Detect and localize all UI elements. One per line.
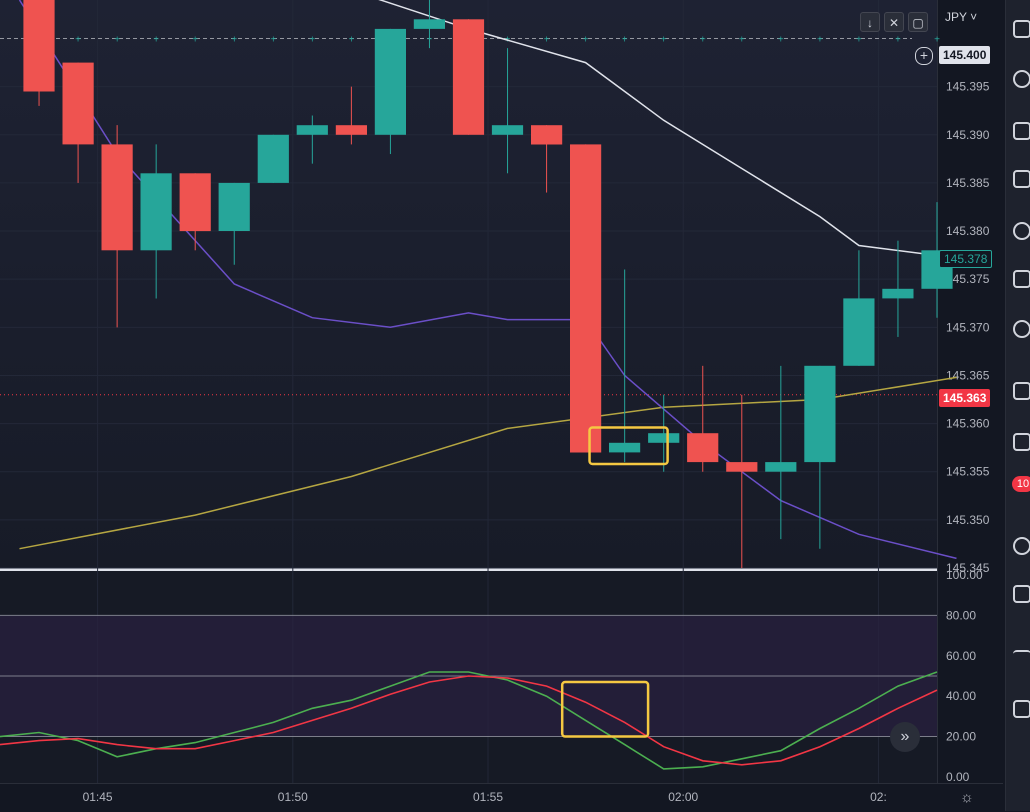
candle-body bbox=[804, 365, 836, 463]
candle-body bbox=[140, 173, 172, 251]
notification-bell-icon[interactable] bbox=[1013, 585, 1030, 603]
chevron-up-icon[interactable] bbox=[1013, 650, 1030, 668]
crosshair-marker: + bbox=[622, 35, 628, 46]
oscillator-tick-label: 80.00 bbox=[946, 608, 976, 622]
pane-separator[interactable] bbox=[0, 568, 1003, 571]
message-icon[interactable] bbox=[1013, 433, 1030, 451]
crosshair-marker: + bbox=[739, 35, 745, 46]
chat-icon[interactable] bbox=[1013, 382, 1030, 400]
candle-body bbox=[179, 173, 211, 232]
candle-body bbox=[62, 62, 94, 145]
current-price-label: 145.378 bbox=[939, 250, 993, 268]
hotlist-icon[interactable] bbox=[1013, 222, 1030, 240]
crosshair-marker: + bbox=[231, 35, 237, 46]
crosshair-marker: + bbox=[544, 35, 550, 46]
scroll-to-realtime-icon[interactable]: » bbox=[890, 722, 920, 752]
time-tick-label: 02: bbox=[870, 790, 887, 804]
crosshair-marker: + bbox=[192, 35, 198, 46]
chevron-down-icon: ˅ bbox=[966, 10, 978, 24]
chart-canvas: 145.395 145.390 145.385 145.380 145.375 145.3… bbox=[0, 0, 990, 804]
gear-icon[interactable]: ☼ bbox=[960, 789, 974, 806]
oscillator-highlight-box bbox=[560, 680, 650, 738]
candle-body bbox=[101, 144, 133, 251]
currency-label: JPY bbox=[945, 10, 967, 24]
price-tick-label: 145.355 bbox=[946, 465, 990, 479]
price-tick-label: 145.370 bbox=[946, 320, 990, 334]
candle-body bbox=[452, 19, 485, 135]
collapse-icon[interactable]: ✕ bbox=[884, 12, 904, 32]
notification-badge: 10 bbox=[1012, 476, 1030, 492]
alert-clock-icon[interactable] bbox=[1013, 70, 1030, 88]
price-tick-label: 145.385 bbox=[946, 176, 990, 190]
price-tick-label: 145.390 bbox=[946, 128, 990, 142]
ma-slow-line bbox=[378, 0, 957, 259]
more-dots-icon[interactable] bbox=[1013, 700, 1030, 718]
time-tick-label: 01:55 bbox=[473, 790, 503, 804]
add-alert-plus-icon[interactable]: + bbox=[915, 47, 933, 65]
candle-body bbox=[726, 462, 758, 472]
crosshair-marker: + bbox=[114, 35, 120, 46]
news-icon[interactable] bbox=[1013, 122, 1030, 140]
candle-body bbox=[296, 125, 328, 135]
candle-body bbox=[413, 19, 445, 29]
price-tick-label: 145.365 bbox=[946, 368, 990, 382]
crosshair-marker: + bbox=[700, 35, 706, 46]
crosshair-marker: + bbox=[856, 35, 862, 46]
oscillator-tick-label: 100.00 bbox=[946, 568, 983, 582]
watchlist-icon[interactable] bbox=[1013, 20, 1030, 38]
candle-body bbox=[531, 125, 563, 145]
candle-body bbox=[687, 433, 719, 463]
data-window-icon[interactable] bbox=[1013, 170, 1030, 188]
oscillator-tick-label: 20.00 bbox=[946, 730, 976, 744]
oscillator-line-d bbox=[0, 675, 938, 766]
marker-price-label: 145.363 bbox=[939, 389, 991, 407]
candle-body bbox=[609, 442, 641, 453]
candle-body bbox=[23, 0, 55, 92]
fullscreen-icon[interactable]: ▢ bbox=[908, 12, 928, 32]
crosshair-marker: + bbox=[661, 35, 667, 46]
oscillator-tick-label: 40.00 bbox=[946, 689, 976, 703]
crosshair-marker: + bbox=[778, 35, 784, 46]
crosshair-marker: + bbox=[817, 35, 823, 46]
price-tick-label: 145.395 bbox=[946, 80, 990, 94]
candle-body bbox=[218, 182, 250, 231]
ideas-bulb-icon[interactable] bbox=[1013, 320, 1030, 338]
crosshair-price-label: 145.400 bbox=[939, 46, 991, 64]
crosshair-marker: + bbox=[348, 35, 354, 46]
candle-body bbox=[257, 134, 289, 183]
price-highlight-box bbox=[588, 426, 669, 466]
crosshair-marker: + bbox=[75, 35, 81, 46]
crosshair-marker: + bbox=[270, 35, 276, 46]
crosshair-marker: + bbox=[153, 35, 159, 46]
candle-body bbox=[843, 298, 875, 366]
price-tick-label: 145.360 bbox=[946, 417, 990, 431]
oscillator-tick-label: 60.00 bbox=[946, 649, 976, 663]
right-toolbar bbox=[1005, 0, 1030, 811]
time-tick-label: 01:50 bbox=[278, 790, 308, 804]
crosshair-marker: + bbox=[934, 35, 940, 46]
arrow-down-icon[interactable]: ↓ bbox=[860, 12, 880, 32]
time-tick-label: 01:45 bbox=[83, 790, 113, 804]
candle-body bbox=[765, 462, 797, 472]
currency-selector[interactable]: JPY ˅ bbox=[945, 10, 977, 24]
broadcast-icon[interactable] bbox=[1013, 537, 1030, 555]
calendar-icon[interactable] bbox=[1013, 270, 1030, 288]
crosshair-marker: + bbox=[895, 35, 901, 46]
price-tick-label: 145.380 bbox=[946, 224, 990, 238]
candle-body bbox=[882, 288, 914, 299]
candle-body bbox=[570, 144, 602, 453]
price-tick-label: 145.350 bbox=[946, 513, 990, 527]
candle-body bbox=[374, 28, 406, 135]
time-axis[interactable] bbox=[0, 783, 1003, 812]
crosshair-marker: + bbox=[583, 35, 589, 46]
time-tick-label: 02:00 bbox=[668, 790, 698, 804]
price-tick-label: 145.345 bbox=[946, 561, 990, 575]
candle-body bbox=[648, 433, 680, 443]
price-tick-label: 145.375 bbox=[946, 272, 990, 286]
oscillator-tick-label: 0.00 bbox=[946, 770, 970, 784]
crosshair-marker: + bbox=[309, 35, 315, 46]
candle-body bbox=[491, 125, 524, 135]
candle-body bbox=[335, 125, 367, 135]
